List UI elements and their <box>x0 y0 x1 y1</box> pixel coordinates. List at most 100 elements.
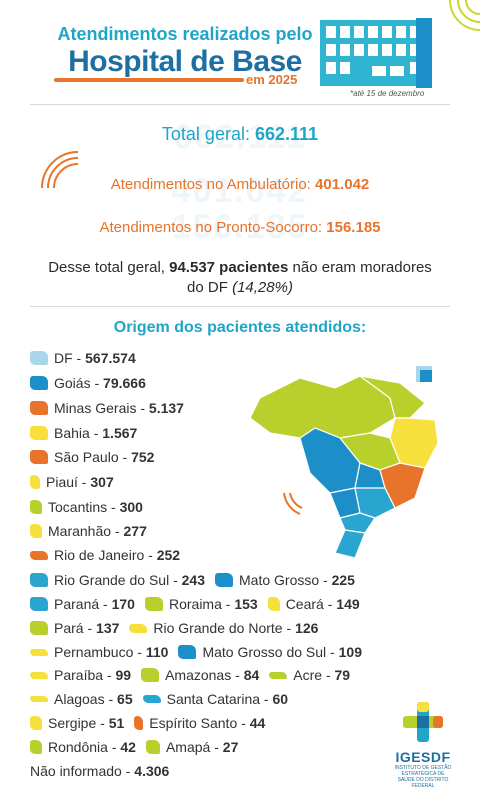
title-line-1: Atendimentos realizados pelo <box>57 24 313 44</box>
state-item: Tocantins - 300 <box>30 499 143 515</box>
state-item: Alagoas - 65 <box>30 691 133 707</box>
title-line-2: Hospital de Base <box>68 45 302 78</box>
hospital-building-icon <box>320 18 432 88</box>
state-pb-icon <box>30 671 48 679</box>
divider-middle <box>30 306 450 307</box>
total-label: Total geral: <box>161 124 250 144</box>
state-am-icon <box>141 668 160 682</box>
state-name: Paraíba <box>54 667 104 683</box>
state-maranhao-icon <box>30 524 42 538</box>
state-value: 84 <box>243 667 260 683</box>
state-item: Mato Grosso do Sul - 109 <box>178 644 362 660</box>
state-item: Bahia - 1.567 <box>30 425 137 441</box>
state-name: Goiás <box>54 375 91 391</box>
amb-label: Atendimentos no Ambulatório: <box>110 176 311 193</box>
state-name: Ceará <box>285 596 324 612</box>
state-piaui-icon <box>30 475 40 489</box>
state-value: 1.567 <box>102 425 138 441</box>
state-name: Pará <box>54 620 84 636</box>
state-item: Ceará - 149 <box>267 596 360 612</box>
state-row: Paraíba - 99 Amazonas - 84 Acre - 79 <box>30 665 360 685</box>
state-item: Amapá - 27 <box>145 739 239 755</box>
state-row: Rio de Janeiro - 252 <box>30 545 190 565</box>
state-value: 126 <box>295 620 319 636</box>
ps-value: 156.185 <box>326 219 381 236</box>
state-value: 752 <box>131 449 155 465</box>
ghost-number-amb: 401.042 <box>171 172 309 210</box>
state-row: Pará - 137 Rio Grande do Norte - 126 <box>30 618 328 638</box>
state-item: Paraná - 170 <box>30 596 135 612</box>
state-name: Paraná <box>54 596 100 612</box>
state-value: 27 <box>222 739 239 755</box>
state-value: 42 <box>120 739 136 755</box>
state-value: 307 <box>90 474 114 490</box>
state-value: 60 <box>272 691 289 707</box>
state-value: 170 <box>111 596 135 612</box>
state-item: Acre - 79 <box>269 667 350 683</box>
state-name: Mato Grosso <box>239 572 320 588</box>
date-note: *até 15 de dezembro <box>350 89 425 98</box>
ghost-number-ps: 156.185 <box>171 208 309 246</box>
state-item: Rio Grande do Norte - 126 <box>129 620 318 636</box>
state-row: Bahia - 1.567 <box>30 423 147 443</box>
state-tocantins-icon <box>30 500 42 514</box>
state-name: DF <box>54 350 73 366</box>
state-ceara-icon <box>267 597 280 611</box>
state-bahia-icon <box>30 426 48 440</box>
state-ap-icon <box>145 740 160 754</box>
igesdf-logo: IGESDF INSTITUTO DE GESTÃO ESTRATÉGICA D… <box>393 700 453 790</box>
state-rj-icon <box>30 550 48 560</box>
state-value: 277 <box>123 523 147 539</box>
state-value: 153 <box>234 596 258 612</box>
state-name: Rio de Janeiro <box>54 547 145 563</box>
state-name: Rio Grande do Norte <box>153 620 283 636</box>
state-value: 99 <box>115 667 132 683</box>
state-name: Mato Grosso do Sul <box>202 644 327 660</box>
brazil-map-icon <box>249 366 439 559</box>
state-row: Minas Gerais - 5.137 <box>30 398 194 418</box>
state-item: Amazonas - 84 <box>141 667 259 683</box>
state-name: Rondônia <box>48 739 108 755</box>
state-value: 65 <box>117 691 133 707</box>
nonres-value: 94.537 pacientes <box>169 259 289 276</box>
state-name: Maranhão <box>48 523 112 539</box>
state-se-icon <box>30 716 42 730</box>
state-value: 300 <box>119 499 143 515</box>
pronto-socorro-total: Atendimentos no Pronto-Socorro: 156.185 <box>0 219 480 236</box>
state-row: Rio Grande do Sul - 243 Mato Grosso - 22… <box>30 570 365 590</box>
state-item: Maranhão - 277 <box>30 523 147 539</box>
state-goias-icon <box>30 376 48 390</box>
state-row: Alagoas - 65 Santa Catarina - 60 <box>30 689 298 709</box>
state-item: Mato Grosso - 225 <box>215 572 355 588</box>
state-item: DF - 567.574 <box>30 350 136 366</box>
state-value: 5.137 <box>148 400 184 416</box>
nonres-percent: (14,28%) <box>232 279 293 296</box>
state-pe-icon <box>30 648 48 656</box>
state-roraima-icon <box>144 597 163 611</box>
total-value: 662.111 <box>254 124 319 144</box>
state-name: Espírito Santo <box>149 715 238 731</box>
state-value: 44 <box>249 715 266 731</box>
state-name: Amapá <box>165 739 211 755</box>
state-row: Maranhão - 277 <box>30 521 157 541</box>
state-value: 79.666 <box>103 375 146 391</box>
state-parana-icon <box>30 597 48 611</box>
state-item: Pará - 137 <box>30 620 119 636</box>
state-name: Bahia <box>54 425 90 441</box>
state-name: Santa Catarina <box>166 691 261 707</box>
state-item: Rio Grande do Sul - 243 <box>30 572 205 588</box>
state-rs-icon <box>30 573 48 587</box>
state-row: DF - 567.574 <box>30 348 146 368</box>
state-value: 567.574 <box>85 350 136 366</box>
state-name: Piauí <box>46 474 78 490</box>
state-item: Sergipe - 51 <box>30 715 124 731</box>
state-row: Piauí - 307 <box>30 472 124 492</box>
state-row: São Paulo - 752 <box>30 447 164 467</box>
state-value: 225 <box>331 572 355 588</box>
state-item: Minas Gerais - 5.137 <box>30 400 184 416</box>
not-informed-row: Não informado - 4.306 <box>30 763 170 779</box>
divider-top <box>30 104 450 105</box>
state-mt-icon <box>215 573 233 587</box>
state-item: Rondônia - 42 <box>30 739 136 755</box>
state-item: Santa Catarina - 60 <box>142 691 289 707</box>
